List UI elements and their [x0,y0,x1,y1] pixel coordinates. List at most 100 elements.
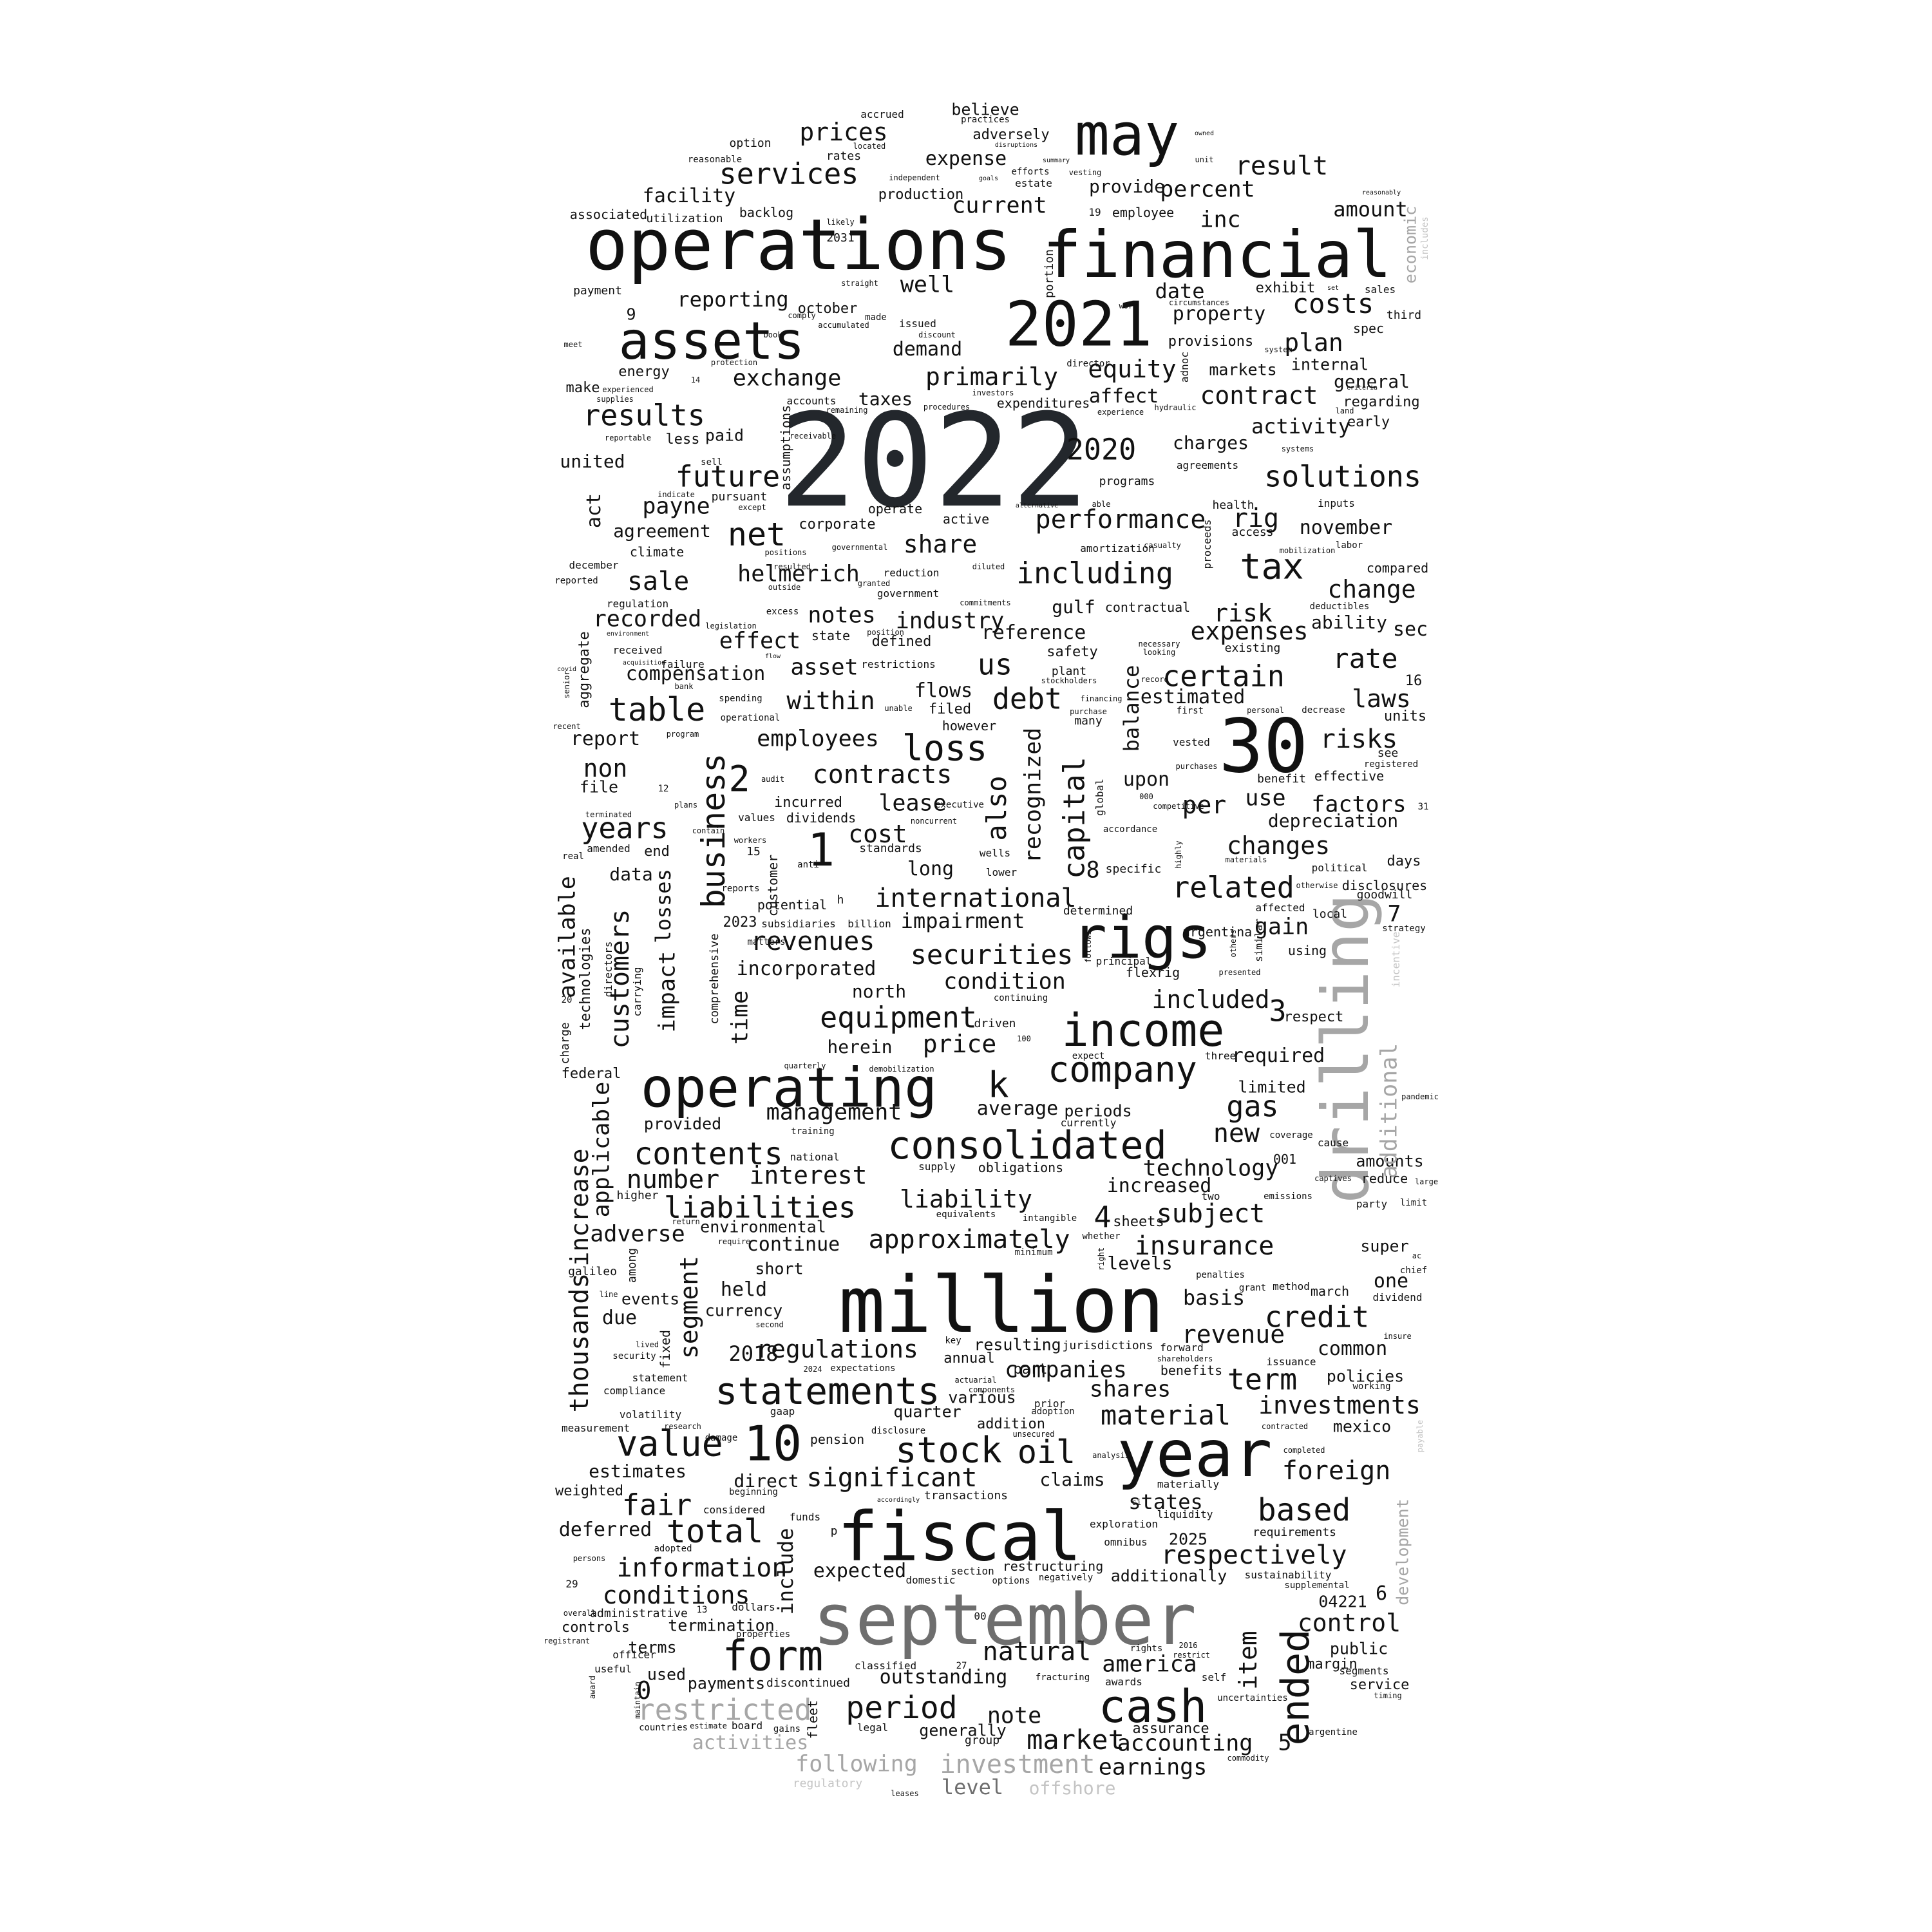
cloud-word: government [876,587,940,600]
cloud-word: materials [1225,855,1267,864]
cloud-word: 27 [956,1661,967,1671]
cloud-word: analysis [1092,1451,1130,1460]
cloud-word: one [1373,1270,1409,1293]
cloud-word: proceeds [1201,519,1213,569]
cloud-word: oil [1017,1434,1076,1471]
cloud-word: gaap [770,1405,795,1417]
cloud-word: direct [734,1470,799,1492]
cloud-word: activity [1251,414,1351,439]
cloud-word: able [1092,500,1111,509]
cloud-word: taxes [858,388,913,410]
cloud-word: defined [871,634,932,650]
cloud-word: disclosures [1341,878,1428,893]
cloud-word: sales [1364,283,1396,296]
cloud-word: limited [1238,1077,1306,1097]
cloud-word: excess [766,607,799,617]
cloud-word: solutions [1264,459,1421,494]
cloud-word: within [786,687,875,715]
cloud-word: fixed [658,1329,673,1369]
cloud-word: restrictions [861,658,936,670]
cloud-word: expenditures [996,395,1090,411]
cloud-word: plan [1284,328,1343,357]
cloud-word: active [942,511,990,527]
cloud-word: programs [1099,475,1155,488]
cloud-word: diluted [972,562,1005,571]
cloud-word: policies [1326,1367,1405,1386]
cloud-word: periods [1064,1101,1132,1121]
cloud-word: depreciation [1267,810,1399,831]
cloud-word: estimates [589,1461,687,1482]
cloud-word: obligations [978,1160,1064,1175]
cloud-word: amount [1333,197,1408,222]
cloud-word: captives [1314,1174,1352,1183]
cloud-word: funds [789,1511,821,1523]
cloud-word: measurement [562,1422,630,1434]
cloud-word: expense [925,147,1007,170]
cloud-word: efforts [1011,167,1050,177]
cloud-word: primarily [925,363,1058,391]
cloud-word: materially [1157,1478,1220,1490]
cloud-word: form [722,1632,824,1681]
cloud-word: option [729,137,772,150]
cloud-word: markets [1209,360,1277,379]
cloud-word: year [1117,1416,1273,1492]
cloud-word: climate [629,544,685,560]
cloud-word: costs [1292,288,1374,319]
cloud-word: book [763,330,782,339]
cloud-word: payable [1416,1419,1425,1453]
cloud-word: regulatory [792,1777,863,1790]
cloud-word: outstanding [879,1666,1008,1689]
cloud-word: long [907,858,954,880]
cloud-word: dollars [732,1601,775,1613]
cloud-word: non [583,754,628,782]
cloud-word: reportable [604,433,652,442]
cloud-word: amounts [1356,1151,1424,1171]
cloud-word: factors [1311,791,1406,818]
cloud-word: supplies [596,395,634,404]
cloud-word: condition [943,969,1066,995]
cloud-word: charge [558,1022,572,1065]
cloud-word: performance [1035,505,1206,535]
cloud-word: criteria [1346,384,1378,392]
cloud-word: units [1383,708,1427,724]
cloud-word: grant [1238,1283,1267,1293]
cloud-word: incentive [1390,931,1402,988]
cloud-word: sell [701,457,723,468]
cloud-word: meet [564,340,583,349]
cloud-word: investment [940,1750,1095,1779]
cloud-word: inputs [1318,497,1355,509]
cloud-word: safety [1046,644,1098,660]
cloud-word: provisions [1168,334,1254,350]
cloud-word: future [675,459,781,494]
cloud-word: components [968,1385,1016,1394]
cloud-word: subject [1156,1199,1265,1229]
cloud-word: 4 [1094,1200,1112,1235]
cloud-word: made [865,312,887,323]
cloud-word: ac [1412,1251,1422,1260]
cloud-word: act [583,493,605,529]
cloud-word: return [672,1217,700,1226]
cloud-word: minimum [1014,1247,1053,1258]
cloud-word: remaining [826,406,868,415]
cloud-word: data [609,864,653,885]
cloud-word: generally [919,1721,1007,1740]
cloud-word: accordingly [876,1497,920,1504]
cloud-word: galileo [568,1265,617,1278]
cloud-word: current [952,193,1047,219]
cloud-word: limit [1399,1198,1428,1208]
cloud-word: operate [867,501,923,516]
cloud-word: likely [826,218,855,227]
cloud-word: vesting [1068,168,1102,177]
cloud-word: two [1201,1190,1220,1202]
cloud-word: level [941,1775,1004,1799]
cloud-word: lease [878,790,947,817]
cloud-word: total [666,1513,764,1550]
cloud-word: federal [561,1066,621,1082]
cloud-word: located [853,142,886,151]
cloud-word: values [738,811,775,824]
cloud-word: per [1182,791,1227,819]
cloud-word: less [665,431,700,448]
cloud-word: determined [1063,904,1133,918]
cloud-word: balance [1119,665,1144,752]
cloud-word: corporate [799,516,876,533]
